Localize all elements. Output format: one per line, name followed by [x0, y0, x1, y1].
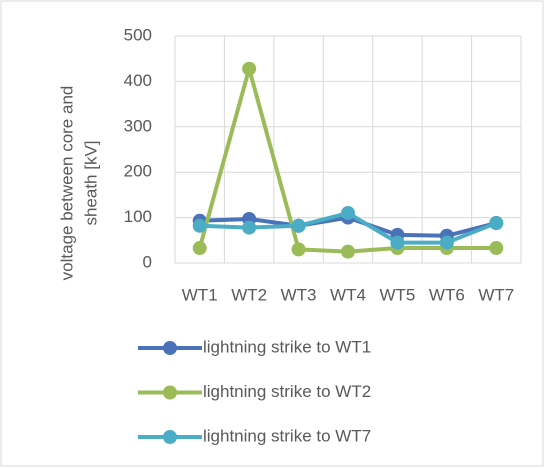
legend-label: lightning strike to WT2 — [203, 382, 371, 401]
data-point — [489, 241, 504, 256]
legend-label: lightning strike to WT1 — [203, 337, 371, 356]
legend-marker — [163, 341, 177, 355]
x-tick-label: WT7 — [478, 285, 514, 304]
data-point — [291, 218, 306, 233]
y-tick-label: 0 — [143, 252, 152, 271]
legend-marker — [163, 430, 177, 444]
data-point — [192, 241, 207, 256]
y-tick-label: 300 — [124, 116, 152, 135]
y-tick-label: 400 — [124, 71, 152, 90]
legend-marker — [163, 385, 177, 400]
data-point — [192, 218, 207, 233]
y-axis-label: sheath [kV] — [81, 140, 100, 225]
data-point — [341, 206, 355, 221]
legend-label: lightning strike to WT7 — [203, 426, 371, 445]
x-tick-label: WT5 — [379, 285, 415, 304]
data-point — [242, 220, 257, 235]
x-tick-label: WT6 — [429, 285, 465, 304]
x-tick-label: WT3 — [281, 285, 317, 304]
data-point — [439, 235, 454, 250]
y-tick-label: 200 — [124, 162, 152, 181]
data-point — [341, 244, 355, 259]
x-tick-label: WT1 — [182, 285, 218, 304]
data-point — [390, 235, 405, 250]
y-axis-label: voltage between core and — [57, 86, 76, 281]
x-tick-label: WT2 — [231, 285, 267, 304]
data-point — [291, 242, 306, 257]
x-tick-label: WT4 — [330, 285, 366, 304]
data-point — [489, 216, 504, 231]
y-tick-label: 100 — [124, 207, 152, 226]
y-tick-label: 500 — [124, 25, 152, 44]
data-point — [242, 61, 257, 76]
